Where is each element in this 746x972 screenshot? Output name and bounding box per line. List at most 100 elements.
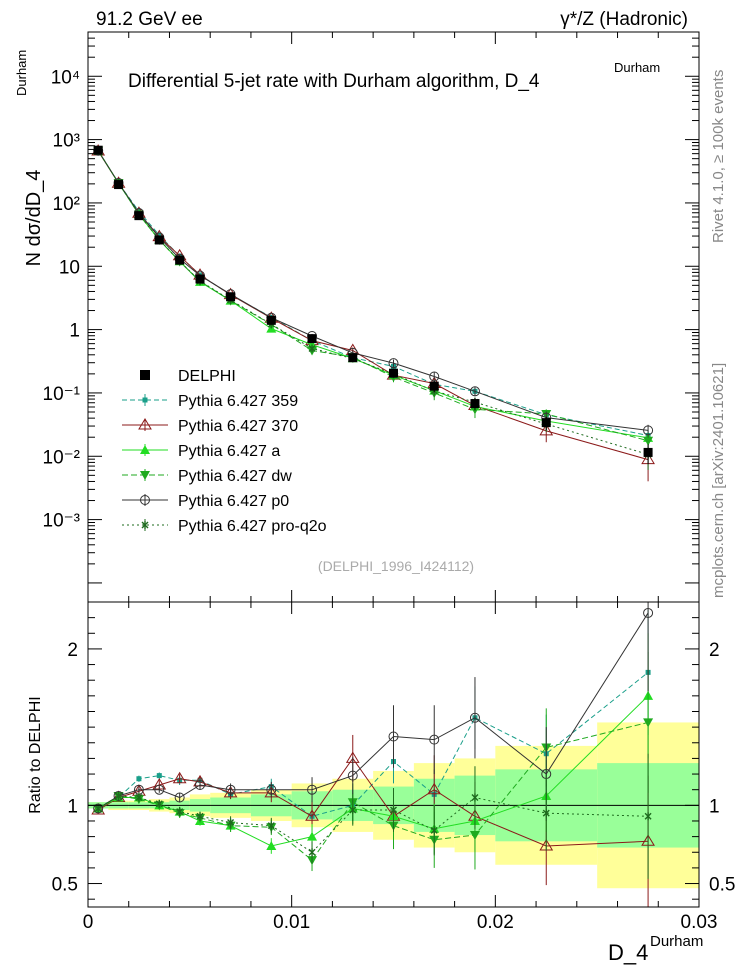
x-tick-label: 0.02	[477, 912, 514, 933]
legend-label: Pythia 6.427 359	[178, 393, 298, 410]
ratio-point	[225, 784, 236, 795]
ratio-point	[349, 806, 357, 815]
series-point	[308, 344, 316, 353]
series-point	[469, 386, 480, 397]
ratio-y-tick-label: 1	[67, 796, 78, 817]
legend-label: Pythia 6.427 dw	[178, 468, 292, 485]
data-point	[643, 447, 653, 457]
ratio-point	[154, 784, 165, 795]
legend-marker	[140, 445, 150, 454]
chart-title-superscript: Durham	[614, 60, 660, 75]
legend-marker	[140, 495, 150, 505]
ratio-point	[176, 807, 184, 816]
series-point	[643, 436, 654, 446]
legend: DELPHI Pythia 6.427 359 Pythia 6.427 370 Py…	[122, 368, 327, 535]
ratio-point	[307, 784, 318, 795]
ratio-point	[196, 812, 204, 821]
ratio-point	[93, 803, 104, 814]
y-tick-label: 10⁻³	[43, 511, 81, 532]
ratio-point	[347, 770, 358, 781]
series-line	[97, 150, 649, 431]
y-tick-label: 10⁴	[51, 67, 80, 88]
data-point	[154, 235, 164, 245]
ratio-point	[156, 773, 162, 779]
y-axis-label: N dσ/dD_4	[23, 170, 45, 267]
y-tick-label: 10	[59, 257, 80, 278]
watermark-label: (DELPHI_1996_I424112)	[318, 558, 474, 574]
ratio-point	[172, 771, 187, 784]
x-axis-label: D_4	[608, 940, 648, 965]
ratio-point	[174, 792, 185, 803]
main-plot-panel: 10⁻³ 10⁻² 10⁻¹ 1 10 10² 10³ 10⁴ Differential 5-…	[43, 31, 700, 603]
ratio-point	[469, 831, 480, 841]
ratio-point	[388, 731, 399, 742]
ratio-point	[643, 607, 654, 618]
ratio-plot-panel: 0 0.01 0.02 0.03 0.5 0.5 1 1 2 2	[52, 601, 735, 933]
ratio-point	[223, 785, 238, 798]
y-axis-label-superscript: Durham	[14, 50, 29, 96]
ratio-y-tick-label-right: 1	[709, 796, 720, 817]
ratio-point	[308, 848, 316, 857]
data-point	[541, 418, 551, 428]
data-point	[195, 274, 205, 284]
legend-marker	[142, 397, 148, 403]
ratio-point	[305, 809, 319, 821]
ratio-point	[113, 790, 124, 801]
x-tick-label: 0.03	[681, 912, 718, 933]
ratio-point	[115, 791, 123, 800]
ratio-axis-label: Ratio to DELPHI	[27, 696, 44, 813]
legend-label: Pythia 6.427 370	[178, 418, 298, 435]
series-point	[429, 371, 440, 382]
ratio-point	[643, 718, 654, 728]
ratio-point	[155, 799, 163, 808]
ratio-plot-frame	[87, 601, 700, 908]
data-point	[470, 399, 480, 409]
data-point	[266, 315, 276, 325]
y-axis-label-group: N dσ/dD_4 Durham	[14, 50, 45, 267]
ratio-y-tick-label: 2	[67, 640, 78, 661]
main-plot-frame	[87, 31, 700, 603]
legend-marker	[141, 521, 149, 529]
legend-label: Pythia 6.427 p0	[178, 493, 289, 510]
data-point	[226, 292, 236, 302]
ratio-point	[429, 734, 440, 745]
ratio-point	[542, 809, 550, 818]
legend-label: Pythia 6.427 a	[178, 443, 280, 460]
data-point	[93, 145, 103, 155]
data-point	[389, 368, 398, 378]
x-tick-label: 0.01	[273, 912, 310, 933]
legend-marker	[138, 418, 152, 430]
x-axis-label-superscript: Durham	[650, 933, 703, 950]
legend-marker	[140, 471, 150, 480]
y-tick-label: 10²	[53, 194, 80, 215]
ratio-point	[430, 826, 438, 835]
x-tick-label: 0	[83, 912, 94, 933]
data-point	[134, 211, 144, 221]
y-tick-label: 10⁻²	[43, 447, 81, 468]
ratio-point	[307, 831, 318, 841]
legend-label: Pythia 6.427 pro-q2o	[178, 518, 327, 535]
chart-title: Differential 5-jet rate with Durham algo…	[128, 71, 540, 92]
data-point	[307, 334, 317, 344]
y-tick-label: 10⁻¹	[43, 384, 81, 405]
data-point	[348, 353, 358, 363]
legend-label: DELPHI	[178, 368, 236, 385]
ratio-point	[390, 806, 397, 815]
series-point	[539, 423, 554, 436]
data-point	[175, 255, 185, 265]
ratio-y-tick-label: 0.5	[52, 875, 78, 896]
ratio-point	[427, 782, 442, 795]
ratio-point	[469, 712, 480, 723]
ratio-point	[135, 793, 143, 802]
ratio-point	[227, 818, 235, 827]
series-line	[97, 150, 649, 461]
legend-marker	[140, 370, 150, 380]
ratio-point	[195, 780, 206, 790]
y-tick-label: 10³	[53, 131, 80, 152]
ratio-point	[136, 776, 142, 782]
series-point	[388, 358, 399, 369]
series-point	[643, 425, 654, 436]
header-process-label: γ*/Z (Hadronic)	[560, 9, 688, 30]
ratio-y-tick-label-right: 0.5	[709, 875, 735, 896]
